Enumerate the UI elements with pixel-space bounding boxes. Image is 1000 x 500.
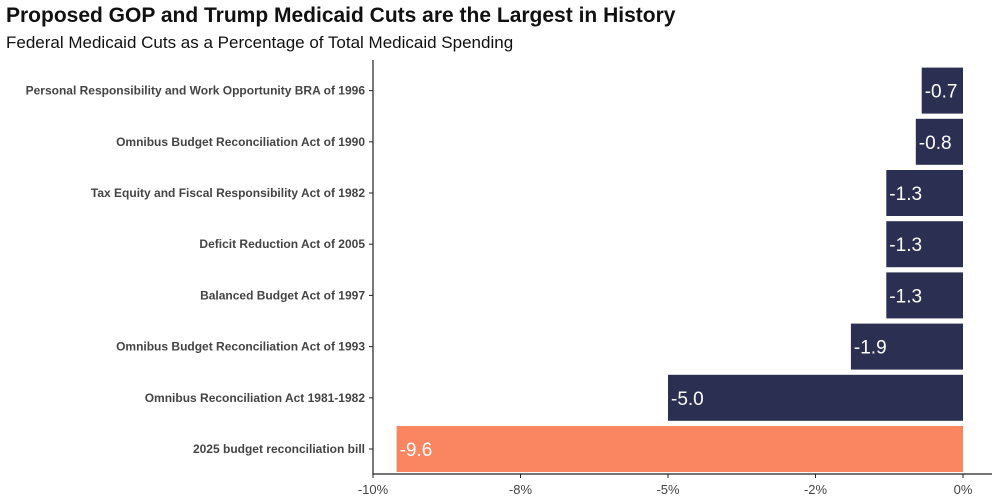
bar-4 [886,221,963,268]
bar-2 [915,118,963,165]
bar-7 [668,374,963,421]
bar-8 [396,426,964,472]
x-tick-label-5: 0% [954,482,973,497]
category-label-5: Balanced Budget Act of 1997 [200,288,365,302]
category-label-2: Omnibus Budget Reconciliation Act of 199… [116,135,365,149]
data-label-2: -0.8 [919,133,952,154]
bar-1 [921,67,963,114]
data-label-6: -1.9 [854,338,887,359]
bar-3 [886,170,963,216]
chart-title: Proposed GOP and Trump Medicaid Cuts are… [6,4,676,27]
data-label-1: -0.7 [925,82,958,103]
category-label-3: Tax Equity and Fiscal Responsibility Act… [91,186,365,200]
x-tick-label-4: -2% [804,482,828,497]
category-label-4: Deficit Reduction Act of 2005 [199,237,365,251]
data-label-7: -5.0 [671,389,704,410]
category-label-8: 2025 budget reconciliation bill [193,442,365,456]
x-tick-label-1: -10% [358,482,389,497]
category-label-6: Omnibus Budget Reconciliation Act of 199… [116,340,365,354]
chart-subtitle: Federal Medicaid Cuts as a Percentage of… [6,33,514,52]
data-label-8: -9.6 [400,440,433,461]
data-label-4: -1.3 [889,235,922,256]
category-label-1: Personal Responsibility and Work Opportu… [26,84,366,98]
data-label-5: -1.3 [889,286,922,307]
data-label-3: -1.3 [889,184,922,205]
category-label-7: Omnibus Reconciliation Act 1981-1982 [145,391,366,405]
bar-5 [886,272,963,319]
bar-6 [850,323,963,370]
x-tick-label-2: -8% [509,482,533,497]
x-tick-label-3: -5% [656,482,680,497]
